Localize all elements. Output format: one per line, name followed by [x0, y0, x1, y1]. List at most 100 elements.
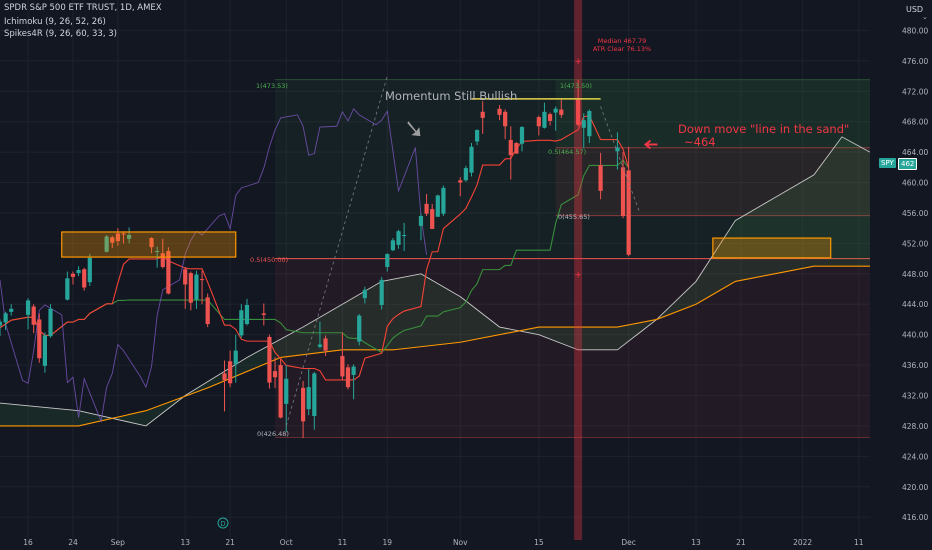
- current-price-tag: 462: [898, 158, 918, 170]
- candle-body: [379, 279, 384, 305]
- candle-body: [126, 235, 132, 239]
- candle-body: [239, 310, 244, 336]
- price-tick-label: 416.00: [902, 513, 928, 522]
- chikou-span-line: [0, 107, 428, 424]
- time-tick-label: 24: [68, 538, 78, 547]
- candle-body: [323, 338, 328, 351]
- candle-body: [362, 289, 367, 299]
- candle-body: [188, 273, 193, 303]
- candle-body: [430, 209, 435, 229]
- candle-body: [25, 300, 31, 315]
- candle-body: [31, 306, 36, 325]
- median-spike-band: [574, 0, 583, 540]
- fib-level-half-right: 0.5(464.57): [548, 148, 586, 156]
- candle-body: [160, 253, 165, 267]
- candle-body: [435, 195, 440, 217]
- time-tick-label: Nov: [453, 538, 468, 547]
- down-move-level: ~464: [684, 135, 716, 149]
- candle-body: [340, 355, 345, 377]
- price-tick-label: 460.00: [902, 179, 928, 188]
- price-tick-label: 444.00: [902, 300, 928, 309]
- candle-body: [121, 233, 126, 235]
- median-label: Median 467.79: [598, 37, 646, 45]
- candle-body: [547, 114, 553, 121]
- time-tick-label: 16: [23, 538, 33, 547]
- candle-body: [228, 361, 233, 384]
- senkou-span-a-line: [0, 136, 871, 427]
- candle-body: [587, 111, 592, 137]
- arrow-down-icon: [407, 121, 421, 137]
- support-zone-right: [712, 237, 832, 259]
- candle-body: [615, 147, 620, 152]
- fib-level-1-right: 1(473.50): [560, 82, 592, 90]
- event-marker-label: D: [220, 520, 225, 528]
- candle-body: [581, 120, 586, 128]
- price-tick-label: 476.00: [902, 57, 928, 66]
- candle-body: [396, 231, 401, 245]
- price-tick-label: 440.00: [902, 331, 928, 340]
- candle-body: [519, 127, 525, 144]
- symbol-legend[interactable]: SPDR S&P 500 ETF TRUST, 1D, AMEX: [4, 3, 162, 13]
- time-tick-label: 13: [180, 538, 190, 547]
- candle-body: [76, 270, 81, 274]
- candle-body: [155, 250, 160, 252]
- candle-body: [402, 235, 407, 237]
- candle-body: [357, 315, 362, 342]
- candlestick-series[interactable]: [0, 79, 631, 439]
- candle-body: [205, 297, 210, 324]
- candle-body: [306, 387, 311, 410]
- time-tick-label: Sep: [111, 538, 125, 547]
- candle-body: [3, 313, 8, 323]
- candle-body: [385, 254, 390, 267]
- time-tick-label: 21: [736, 538, 746, 547]
- price-tick-label: 428.00: [902, 422, 928, 431]
- candle-body: [508, 139, 513, 156]
- price-axis[interactable]: 480.00 476.00 472.00 468.00 464.00 460.00 456.…: [870, 0, 932, 550]
- momentum-annotation: Momentum Still Bullish: [385, 89, 517, 103]
- senkou-span-b-line: [0, 265, 870, 427]
- price-tick-label: 452.00: [902, 239, 928, 248]
- candle-body: [542, 111, 547, 128]
- grid-lines: [0, 0, 870, 540]
- ichimoku-legend[interactable]: Ichimoku (9, 26, 52, 26): [4, 17, 106, 27]
- time-axis[interactable]: 16 24 Sep 13 21 Oct 11 19 Nov 15 Dec 13 21 2022 11: [23, 538, 863, 547]
- current-symbol-tag: SPY: [879, 158, 896, 168]
- candle-body: [42, 335, 48, 366]
- ichimoku-cloud: [0, 136, 871, 427]
- candle-body: [70, 273, 76, 277]
- candle-body: [598, 165, 603, 191]
- candle-body: [626, 170, 631, 255]
- chevron-down-icon[interactable]: ⌄: [922, 13, 928, 21]
- price-axis-panel: [870, 0, 932, 550]
- candle-body: [267, 336, 272, 383]
- price-tick-label: 468.00: [902, 118, 928, 127]
- price-tick-label: 420.00: [902, 483, 928, 492]
- candle-body: [559, 109, 564, 115]
- candle-body: [553, 108, 558, 113]
- time-tick-label: 19: [383, 538, 393, 547]
- currency-label[interactable]: USD: [906, 5, 924, 14]
- candle-body: [48, 308, 53, 337]
- candle-body: [424, 203, 429, 214]
- candle-body: [300, 387, 306, 422]
- event-marker-icon[interactable]: [217, 517, 229, 529]
- candle-body: [199, 279, 205, 281]
- candle-body: [9, 308, 14, 312]
- candle-body: [183, 269, 188, 285]
- atr-clear-label: ATR Clear 76.13%: [593, 45, 651, 53]
- candle-body: [65, 278, 70, 300]
- candle-body: [469, 146, 474, 173]
- candle-body: [82, 269, 87, 288]
- candle-body: [194, 274, 199, 300]
- spikes4r-legend[interactable]: Spikes4R (9, 26, 60, 33, 3): [4, 29, 117, 39]
- candle-body: [110, 237, 115, 243]
- candle-body: [272, 371, 278, 378]
- down-move-annotation: Down move "line in the sand": [678, 122, 849, 136]
- price-tick-label: 432.00: [902, 391, 928, 400]
- candle-body: [233, 350, 238, 365]
- support-zone-left: [61, 231, 237, 258]
- time-tick-label: 11: [854, 538, 864, 547]
- candle-body: [514, 142, 519, 154]
- price-tick-label: 424.00: [902, 452, 928, 461]
